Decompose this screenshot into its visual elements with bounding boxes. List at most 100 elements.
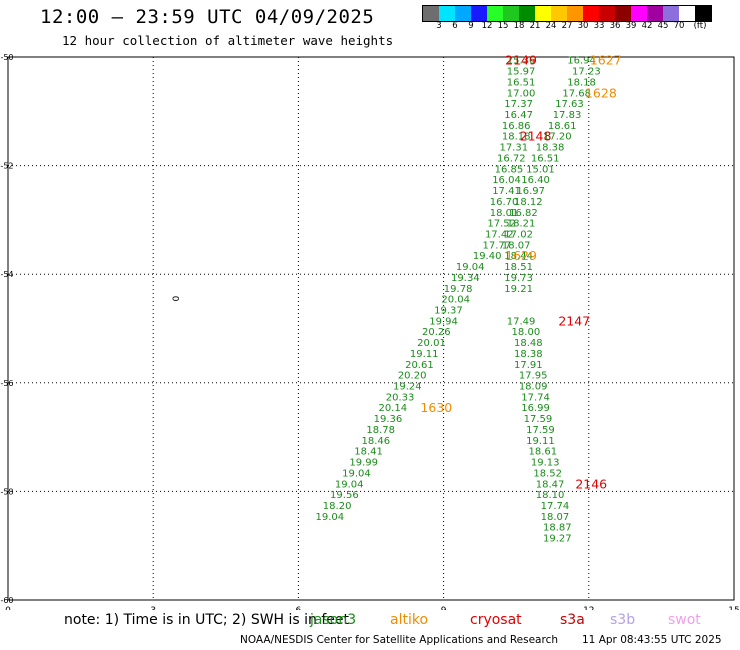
colorbar-swatch — [679, 6, 695, 21]
colorbar-swatch — [551, 6, 567, 21]
wave-height-label: 16.72 — [497, 153, 526, 164]
legend-item-jason3: jason3 — [310, 612, 357, 628]
wave-height-label: 19.56 — [330, 490, 359, 501]
colorbar-tick-label: 3 — [436, 21, 442, 31]
colorbar-swatch — [567, 6, 583, 21]
wave-height-label: 20.01 — [417, 338, 446, 349]
wave-height-label: 16.47 — [504, 110, 533, 121]
y-tick-label: -52 — [0, 162, 13, 171]
wave-height-label: 18.12 — [514, 197, 543, 208]
credit-line: NOAA/NESDIS Center for Satellite Applica… — [240, 634, 558, 646]
wave-height-label: 19.27 — [543, 534, 572, 545]
wave-height-label: 19.11 — [526, 436, 555, 447]
wave-height-label: 19.04 — [335, 479, 364, 490]
legend-item-altiko: altiko — [390, 612, 429, 628]
colorbar-swatch — [503, 6, 519, 21]
wave-height-label: 19.13 — [531, 458, 560, 469]
colorbar-tick-label: 9 — [468, 21, 474, 31]
colorbar-tick-label: (ft) — [693, 21, 707, 31]
colorbar-swatch — [487, 6, 503, 21]
colorbar — [422, 5, 712, 22]
wave-height-label: 17.74 — [521, 392, 550, 403]
wave-height-label: 15.01 — [526, 164, 555, 175]
wave-height-label: 18.87 — [543, 523, 572, 534]
wave-height-label: 16.04 — [492, 175, 521, 186]
wave-height-label: 18.18 — [502, 132, 531, 143]
wave-height-label: 17.74 — [541, 501, 570, 512]
wave-height-label: 16.51 — [531, 153, 560, 164]
wave-height-label: 17.77 — [483, 240, 512, 251]
wave-height-label: 20.33 — [386, 392, 415, 403]
wave-height-label: 20.26 — [422, 327, 451, 338]
plot-frame — [7, 56, 735, 601]
wave-height-chart: 03691215-50-52-54-56-58-60015.3615.9716.… — [0, 53, 739, 610]
wave-height-label: 18.51 — [504, 262, 533, 273]
wave-height-label: 18.38 — [536, 143, 565, 154]
wave-height-label: 17.23 — [572, 67, 601, 78]
wave-height-label: 18.52 — [533, 468, 562, 479]
wave-height-label: 17.83 — [553, 110, 582, 121]
wave-height-label: 19.73 — [504, 273, 533, 284]
wave-height-label: 20.20 — [398, 371, 427, 382]
wave-height-label: 18.46 — [362, 436, 391, 447]
wave-height-label: 16.94 — [567, 56, 596, 67]
footnote: note: 1) Time is in UTC; 2) SWH is in fe… — [64, 612, 350, 628]
generated-timestamp: 11 Apr 08:43:55 UTC 2025 — [582, 634, 722, 646]
x-tick-label: 15 — [728, 606, 739, 610]
colorbar-swatch — [599, 6, 615, 21]
colorbar-swatch — [535, 6, 551, 21]
x-tick-label: 12 — [583, 606, 594, 610]
wave-height-label: 17.20 — [543, 132, 572, 143]
colorbar-swatch — [519, 6, 535, 21]
colorbar-swatch — [471, 6, 487, 21]
pass-time-label: 2147 — [558, 313, 590, 328]
colorbar-swatch — [647, 6, 663, 21]
colorbar-tick-label: 33 — [593, 21, 605, 31]
wave-height-label: 15.97 — [507, 67, 536, 78]
chart-subtitle: 12 hour collection of altimeter wave hei… — [62, 33, 394, 48]
colorbar-swatch — [695, 6, 711, 21]
wave-height-label: 16.70 — [490, 197, 519, 208]
wave-height-label: 17.59 — [524, 414, 553, 425]
contour-label: 0 — [170, 296, 180, 302]
y-tick-label: -54 — [0, 270, 13, 279]
wave-height-label: 17.02 — [504, 229, 533, 240]
colorbar-swatch — [423, 6, 439, 21]
legend-item-swot: swot — [668, 612, 701, 628]
wave-height-label: 19.04 — [316, 512, 345, 523]
wave-height-label: 19.21 — [504, 284, 533, 295]
wave-height-label: 18.00 — [512, 327, 541, 338]
wave-height-label: 18.21 — [507, 219, 536, 230]
wave-height-label: 16.99 — [521, 403, 550, 414]
wave-height-label: 19.04 — [456, 262, 485, 273]
wave-height-label: 16.97 — [516, 186, 545, 197]
wave-height-label: 17.31 — [499, 143, 528, 154]
x-tick-label: 3 — [150, 606, 156, 610]
wave-height-label: 17.37 — [504, 99, 533, 110]
wave-height-label: 17.68 — [562, 88, 591, 99]
wave-height-label: 20.04 — [441, 295, 470, 306]
colorbar-tick-label: 21 — [529, 21, 541, 31]
pass-time-label: 1630 — [420, 400, 452, 415]
wave-height-label: 20.14 — [378, 403, 407, 414]
wave-height-label: 17.91 — [514, 360, 543, 371]
colorbar-tick-label: 30 — [577, 21, 589, 31]
wave-height-label: 17.52 — [487, 219, 516, 230]
colorbar-tick-label: 70 — [673, 21, 685, 31]
colorbar-tick-label: 12 — [481, 21, 493, 31]
y-tick-label: -56 — [0, 379, 13, 388]
colorbar-tick-label: 36 — [609, 21, 621, 31]
wave-height-label: 18.41 — [354, 447, 383, 458]
wave-height-label: 18.10 — [536, 490, 565, 501]
wave-height-label: 17.49 — [507, 316, 536, 327]
x-tick-label: 6 — [296, 606, 302, 610]
colorbar-tick-label: 15 — [497, 21, 509, 31]
colorbar-tick-label: 18 — [513, 21, 525, 31]
colorbar-tick-label: 6 — [452, 21, 458, 31]
wave-height-label: 18.01 — [490, 208, 519, 219]
wave-height-label: 19.99 — [349, 458, 378, 469]
colorbar-tick-label: 39 — [625, 21, 637, 31]
wave-height-label: 19.36 — [374, 414, 403, 425]
pass-time-label: 2148 — [520, 129, 552, 144]
y-tick-label: -50 — [0, 53, 13, 62]
